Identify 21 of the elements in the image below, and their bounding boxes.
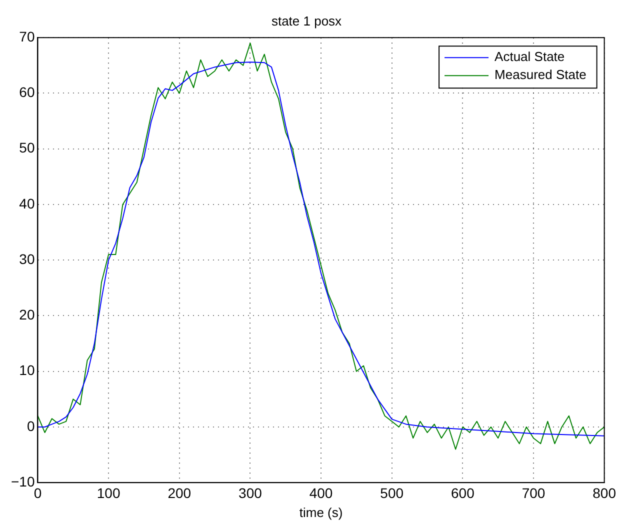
x-tick-label: 800 [592,484,616,501]
x-tick-label: 400 [309,484,333,501]
y-tick-label: 10 [19,362,35,378]
x-tick-label: 700 [522,484,546,501]
legend-label: Actual State [494,49,565,64]
chart-title: state 1 posx [271,13,342,28]
x-tick-label: 500 [380,484,404,501]
y-tick-label: 0 [26,418,35,434]
y-tick-label: 20 [19,306,35,323]
legend-label: Measured State [494,67,586,82]
x-tick-label: 200 [168,484,192,501]
y-tick-label: 70 [19,28,35,44]
y-tick-label: 30 [19,250,35,267]
x-axis-title: time (s) [299,504,343,520]
x-tick-label: 300 [238,484,262,501]
y-tick-label: 40 [19,195,35,212]
y-tick-label: 60 [19,84,35,100]
x-tick-label: 100 [96,484,120,501]
y-tick-label: 50 [19,140,35,156]
y-tick-label: −10 [11,473,35,490]
x-tick-label: 600 [451,484,475,501]
